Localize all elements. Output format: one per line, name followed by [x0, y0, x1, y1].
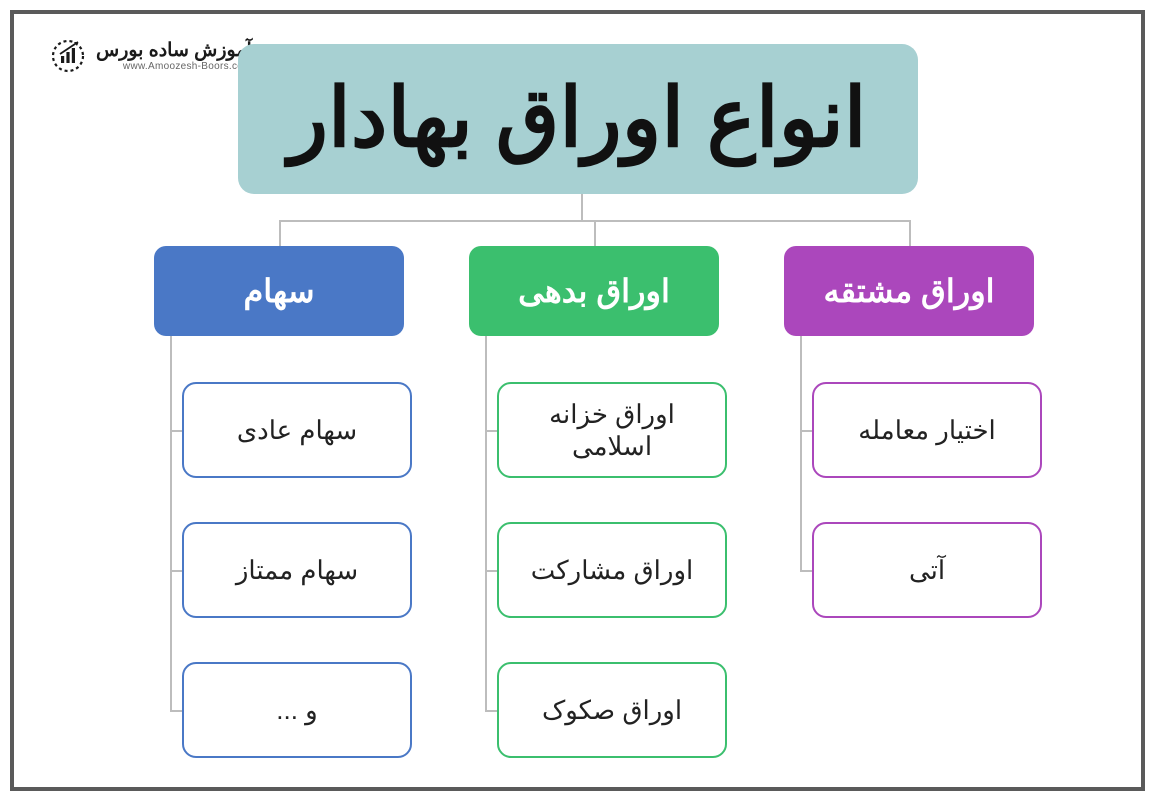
brand-url: www.Amoozesh-Boors.com	[123, 62, 252, 72]
brand-text-block: آموزش ساده بورس www.Amoozesh-Boors.com	[96, 41, 252, 72]
category-debt: اوراق بدهی	[469, 246, 719, 336]
connector-segment	[581, 194, 583, 220]
child-stocks-0: سهام عادی	[182, 382, 412, 478]
outer-frame: آموزش ساده بورس www.Amoozesh-Boors.com ا…	[10, 10, 1145, 791]
child-label: آتی	[909, 554, 945, 587]
connector-segment	[800, 430, 812, 432]
child-derivatives-1: آتی	[812, 522, 1042, 618]
connector-segment	[485, 710, 497, 712]
category-label: اوراق مشتقه	[823, 272, 994, 310]
category-label: اوراق بدهی	[518, 272, 670, 310]
connector-segment	[909, 220, 911, 246]
connector-segment	[170, 336, 172, 710]
child-debt-2: اوراق صکوک	[497, 662, 727, 758]
connector-segment	[170, 710, 182, 712]
child-debt-0: اوراق خزانه اسلامی	[497, 382, 727, 478]
diagram-title: انواع اوراق بهادار	[238, 44, 918, 194]
connector-segment	[485, 570, 497, 572]
connector-segment	[800, 336, 802, 570]
connector-segment	[800, 570, 812, 572]
brand-logo: آموزش ساده بورس www.Amoozesh-Boors.com	[48, 36, 252, 76]
brand-name: آموزش ساده بورس	[96, 41, 252, 60]
child-label: سهام عادی	[237, 414, 357, 447]
child-label: اوراق صکوک	[542, 694, 682, 727]
globe-chart-icon	[48, 36, 88, 76]
category-stocks: سهام	[154, 246, 404, 336]
child-label: اوراق خزانه اسلامی	[507, 398, 717, 463]
category-derivatives: اوراق مشتقه	[784, 246, 1034, 336]
child-label: و ...	[276, 694, 317, 727]
child-derivatives-0: اختیار معامله	[812, 382, 1042, 478]
child-label: اوراق مشارکت	[531, 554, 693, 587]
category-label: سهام	[243, 272, 314, 310]
connector-segment	[170, 430, 182, 432]
child-label: اختیار معامله	[858, 414, 996, 447]
child-debt-1: اوراق مشارکت	[497, 522, 727, 618]
child-stocks-2: و ...	[182, 662, 412, 758]
connector-segment	[279, 220, 281, 246]
child-label: سهام ممتاز	[236, 554, 358, 587]
connector-segment	[170, 570, 182, 572]
connector-segment	[485, 430, 497, 432]
child-stocks-1: سهام ممتاز	[182, 522, 412, 618]
connector-segment	[594, 220, 596, 246]
connector-segment	[485, 336, 487, 710]
diagram-title-text: انواع اوراق بهادار	[288, 78, 866, 160]
